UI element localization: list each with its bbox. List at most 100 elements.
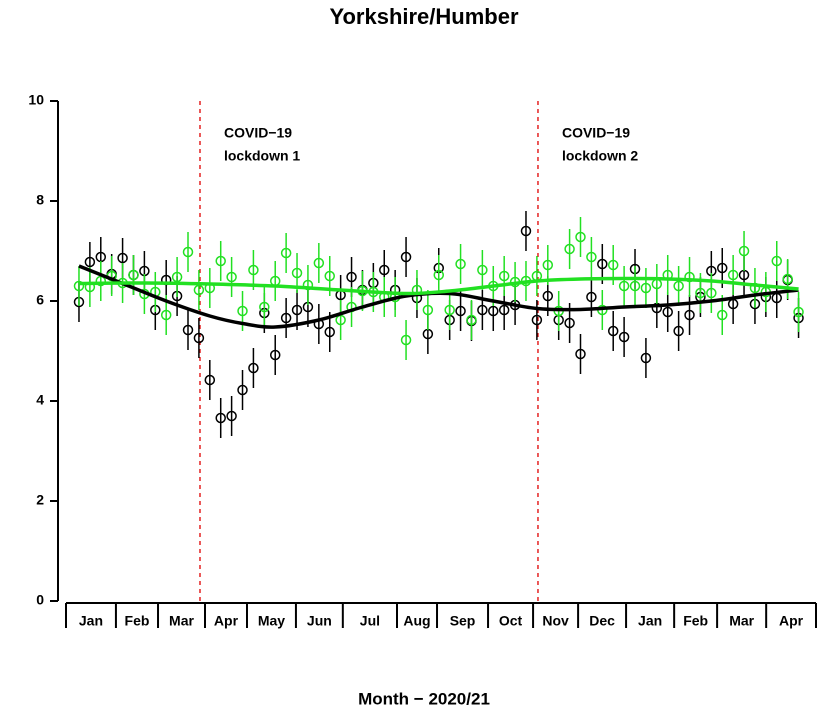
point <box>128 269 139 281</box>
point <box>291 267 303 279</box>
y-tick-label: 6 <box>36 292 44 308</box>
point <box>520 225 532 237</box>
point <box>313 257 325 269</box>
point <box>346 271 357 283</box>
annotation: lockdown 1 <box>224 148 300 164</box>
point <box>542 290 554 302</box>
point <box>586 251 597 263</box>
point <box>422 304 434 316</box>
point <box>575 231 586 243</box>
point <box>607 325 619 337</box>
point <box>782 273 793 285</box>
point <box>204 374 216 386</box>
trend-line <box>78 276 799 296</box>
point <box>771 255 783 267</box>
point <box>269 349 281 361</box>
point <box>727 269 739 281</box>
point <box>226 410 237 422</box>
point <box>280 247 292 259</box>
annotation: COVID−19 <box>224 125 292 141</box>
y-tick-label: 10 <box>28 92 44 108</box>
x-tick-label: Feb <box>125 613 150 629</box>
point <box>400 251 412 263</box>
point <box>629 280 641 292</box>
x-tick-label: Sep <box>450 613 476 629</box>
point <box>444 304 455 316</box>
x-tick-label: May <box>258 613 285 629</box>
point <box>466 314 477 326</box>
point <box>324 270 335 282</box>
point <box>117 252 128 264</box>
point <box>237 305 248 317</box>
point <box>455 305 466 317</box>
point <box>433 269 445 281</box>
point <box>618 331 630 343</box>
annotation: lockdown 2 <box>562 148 638 164</box>
x-tick-label: Apr <box>214 613 239 629</box>
point <box>673 325 684 337</box>
point <box>160 309 172 321</box>
point <box>259 301 270 313</box>
point <box>226 271 237 283</box>
chart-title: Yorkshire/Humber <box>329 4 519 29</box>
point <box>531 314 543 326</box>
point <box>488 305 499 317</box>
point <box>477 264 488 276</box>
x-tick-label: Jun <box>307 613 332 629</box>
point <box>575 348 586 360</box>
point <box>607 259 619 271</box>
point <box>171 271 183 283</box>
point <box>182 324 194 336</box>
point <box>640 352 652 364</box>
point <box>793 306 804 318</box>
point <box>455 258 466 270</box>
point <box>237 384 248 396</box>
point <box>84 256 96 268</box>
point <box>193 332 205 344</box>
y-tick-label: 2 <box>36 492 44 508</box>
annotation: COVID−19 <box>562 125 630 141</box>
x-axis-label: Month − 2020/21 <box>358 689 490 708</box>
point <box>662 306 673 318</box>
point <box>738 245 750 257</box>
point <box>586 291 597 303</box>
x-tick-label: Jan <box>638 613 662 629</box>
point <box>73 280 85 292</box>
point <box>597 258 608 270</box>
x-tick-label: Aug <box>403 613 430 629</box>
y-tick-label: 0 <box>36 592 44 608</box>
point <box>182 246 194 258</box>
point <box>324 326 335 338</box>
x-tick-label: Nov <box>542 613 569 629</box>
point <box>498 304 510 316</box>
point <box>498 270 510 282</box>
point <box>695 287 706 299</box>
point <box>684 309 695 321</box>
point <box>215 412 226 424</box>
point <box>706 287 717 299</box>
point <box>564 243 575 255</box>
point <box>215 255 226 267</box>
point <box>379 264 390 276</box>
point <box>542 259 554 271</box>
x-tick-label: Feb <box>683 613 708 629</box>
x-tick-label: Jan <box>79 613 103 629</box>
x-tick-label: Oct <box>499 613 523 629</box>
point <box>716 262 728 274</box>
x-tick-label: Mar <box>169 613 194 629</box>
point <box>248 264 259 276</box>
point <box>291 304 303 316</box>
x-tick-label: Jul <box>360 613 380 629</box>
point <box>618 280 630 292</box>
point <box>248 362 259 374</box>
point <box>716 309 728 321</box>
point <box>400 334 412 346</box>
x-tick-label: Dec <box>589 613 615 629</box>
point <box>640 282 652 294</box>
point <box>280 312 292 324</box>
point <box>477 304 488 316</box>
x-tick-label: Mar <box>729 613 754 629</box>
y-tick-label: 8 <box>36 192 44 208</box>
x-tick-label: Apr <box>779 613 804 629</box>
